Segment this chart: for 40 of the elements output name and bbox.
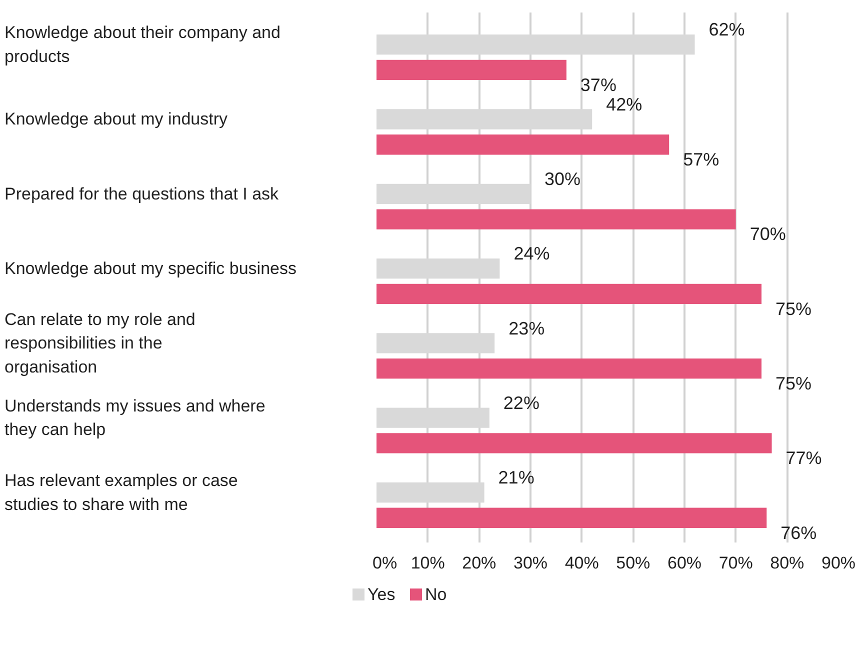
legend-label: Yes (368, 585, 396, 604)
data-label: 70% (750, 224, 786, 244)
x-tick-label: 50% (616, 554, 650, 572)
x-tick-label: 70% (718, 554, 753, 572)
data-label: 22% (503, 392, 540, 413)
y-tick-label: Has relevant examples or case studies to share with me (4, 471, 238, 514)
bar (376, 284, 762, 304)
data-label: 42% (606, 94, 642, 114)
bar (376, 60, 566, 80)
bar (376, 433, 772, 454)
bar (376, 209, 736, 230)
x-tick-label: 30% (513, 554, 548, 572)
x-tick-label: 60% (667, 554, 702, 572)
y-tick-label: Prepared for the questions that I ask (4, 184, 280, 204)
y-tick-label: Knowledge about my specific business (4, 259, 296, 278)
bar (376, 508, 767, 528)
data-label: 30% (544, 168, 581, 189)
x-tick-label: 20% (462, 554, 496, 572)
data-label: 24% (514, 244, 550, 264)
data-label: 76% (780, 522, 817, 543)
data-label: 75% (776, 298, 812, 319)
bar (376, 358, 762, 379)
y-tick-label: Knowledge about my industry (4, 110, 228, 129)
data-label: 62% (708, 20, 745, 40)
legend-label: No (425, 585, 447, 604)
data-label: 37% (580, 74, 616, 95)
data-label: 77% (786, 448, 822, 468)
x-tick-label: 80% (770, 554, 804, 572)
data-label: 21% (498, 468, 534, 488)
data-label: 75% (776, 374, 812, 394)
x-tick-label: 40% (564, 554, 599, 572)
x-tick-label: 90% (821, 554, 856, 572)
y-tick-label: Understands my issues and where they can help (4, 396, 266, 440)
data-label: 23% (508, 318, 545, 338)
data-label: 57% (683, 150, 720, 170)
y-tick-label: Can relate to my role and responsibilities in the organisation (4, 310, 196, 376)
x-tick-label: 10% (410, 554, 445, 572)
bar (376, 134, 670, 155)
x-tick-label: 0% (372, 554, 398, 572)
y-tick-label: Knowledge about their company and products (4, 23, 280, 66)
